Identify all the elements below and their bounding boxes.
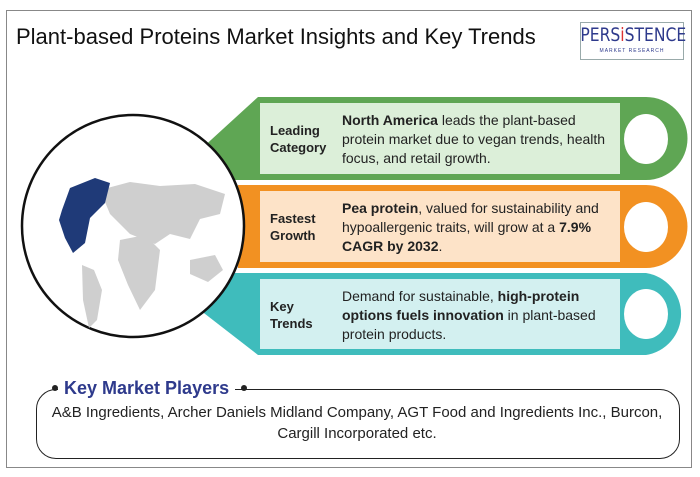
dot-icon	[52, 385, 58, 391]
card-leading-category: Leading Category North America leads the …	[262, 104, 618, 174]
card-label: Leading Category	[270, 123, 327, 155]
card-text: Pea protein, valued for sustainability a…	[342, 199, 599, 254]
dot-icon	[241, 385, 247, 391]
card-label: Key Trends	[270, 299, 313, 331]
teal-connector	[200, 273, 258, 355]
card-label: Fastest Growth	[270, 211, 316, 243]
key-players-text: A&B Ingredients, Archer Daniels Midland …	[51, 404, 663, 442]
page-title: Plant-based Proteins Market Insights and…	[16, 24, 536, 49]
card-key-trends: Key Trends Demand for sustainable, high-p…	[262, 280, 618, 350]
world-map-icon	[59, 178, 225, 328]
card-fastest-growth: Fastest Growth Pea protein, valued for su…	[262, 192, 618, 262]
frame	[6, 10, 692, 468]
key-players-box	[36, 389, 680, 459]
card-text: Demand for sustainable, high-protein opt…	[342, 287, 596, 342]
card-text: North America leads the plant-based prot…	[342, 111, 606, 166]
logo: PERSiSTENCE MARKET RESEARCH	[580, 22, 686, 60]
key-players-title: Key Market Players	[58, 378, 236, 399]
